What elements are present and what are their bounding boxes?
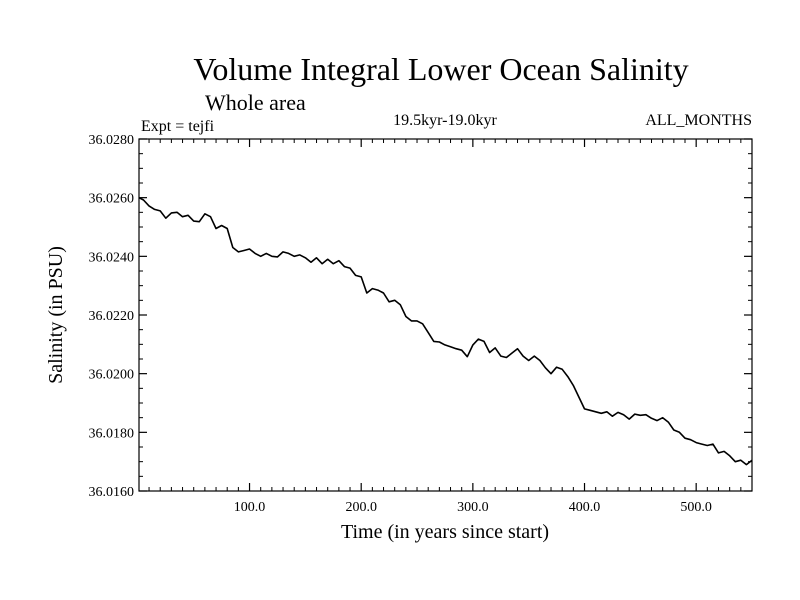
- experiment-label: Expt = tejfi: [141, 118, 215, 135]
- y-tick-label: 36.0180: [89, 426, 135, 441]
- y-tick-label: 36.0200: [89, 368, 135, 383]
- x-tick-label: 400.0: [569, 500, 601, 515]
- x-tick-label: 200.0: [345, 500, 377, 515]
- x-tick-label: 500.0: [680, 500, 712, 515]
- y-tick-label: 36.0260: [89, 192, 135, 207]
- period-label: 19.5kyr-19.0kyr: [393, 112, 497, 129]
- x-tick-label: 300.0: [457, 500, 489, 515]
- y-tick-label: 36.0240: [89, 250, 135, 265]
- chart-subtitle: Whole area: [205, 90, 306, 115]
- salinity-series-line: [138, 196, 753, 466]
- x-axis-label: Time (in years since start): [341, 521, 549, 543]
- y-tick-label: 36.0280: [89, 133, 135, 148]
- y-tick-label: 36.0220: [89, 309, 135, 324]
- y-axis-label: Salinity (in PSU): [45, 246, 67, 384]
- y-tick-label: 36.0160: [89, 485, 135, 500]
- chart-title: Volume Integral Lower Ocean Salinity: [193, 51, 688, 87]
- x-axis: 100.0 200.0 300.0 400.0 500.0: [148, 139, 742, 515]
- months-label: ALL_MONTHS: [645, 112, 752, 129]
- x-tick-label: 100.0: [234, 500, 266, 515]
- plot-frame: [138, 138, 753, 492]
- y-axis: 36.0160 36.0180 36.0200 36.0220 36.0240 36.02…: [89, 133, 752, 500]
